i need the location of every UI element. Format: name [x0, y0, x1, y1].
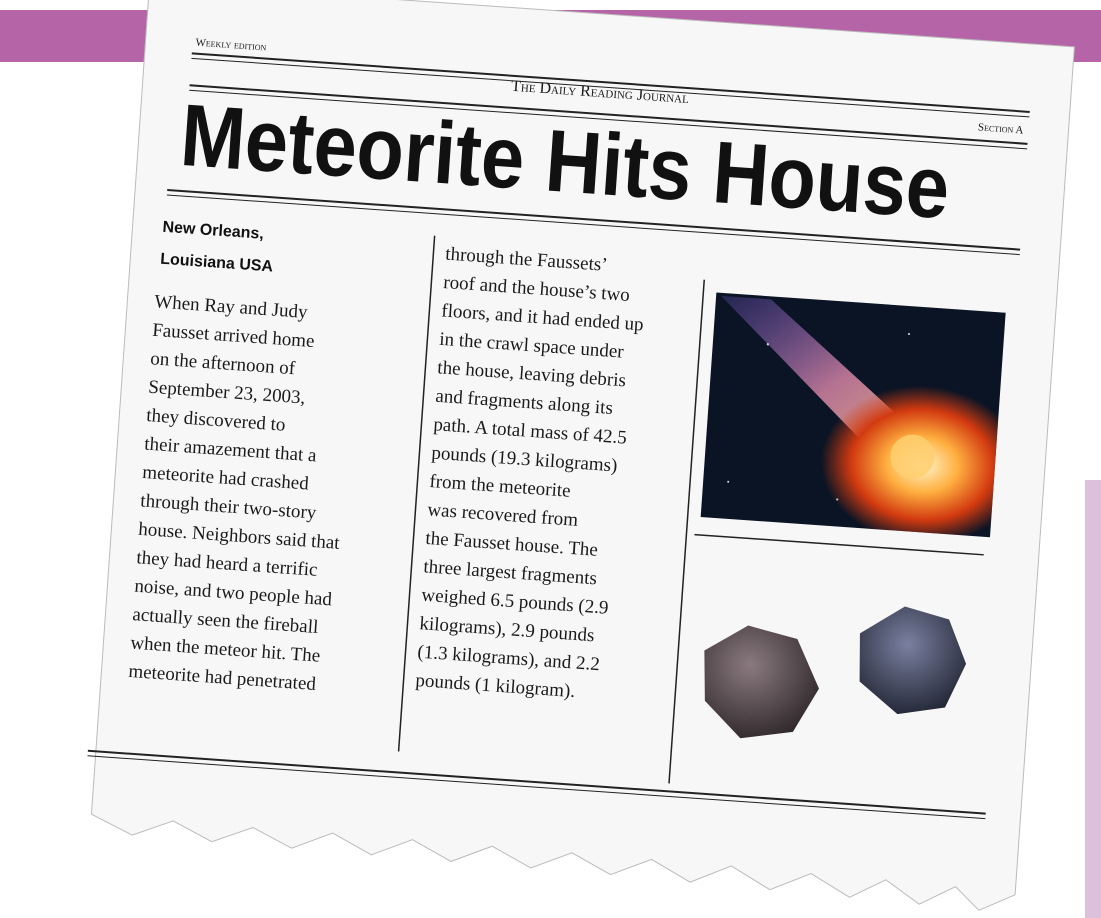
meteor-photo [701, 293, 1006, 538]
side-strip [1085, 480, 1101, 918]
page: {"header": {"edition": "Weekly edition",… [0, 0, 1101, 918]
newspaper: Weekly edition The Daily Reading Journal… [81, 0, 1074, 913]
newspaper-scene: Weekly edition The Daily Reading Journal… [0, 0, 1101, 918]
